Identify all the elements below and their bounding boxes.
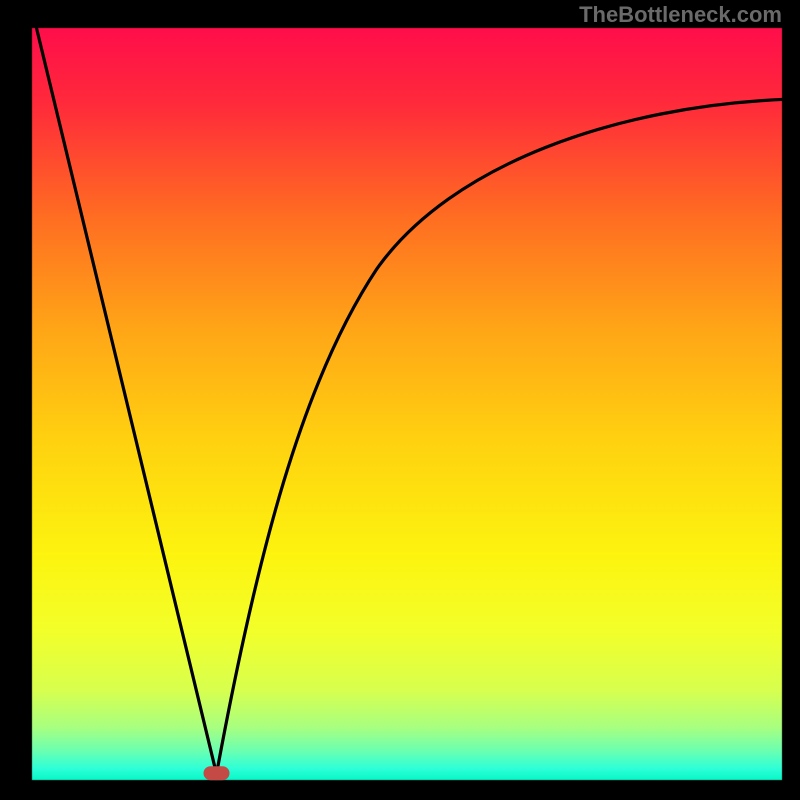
- watermark-text: TheBottleneck.com: [579, 2, 782, 28]
- gradient-background: [0, 0, 800, 800]
- chart-container: TheBottleneck.com: [0, 0, 800, 800]
